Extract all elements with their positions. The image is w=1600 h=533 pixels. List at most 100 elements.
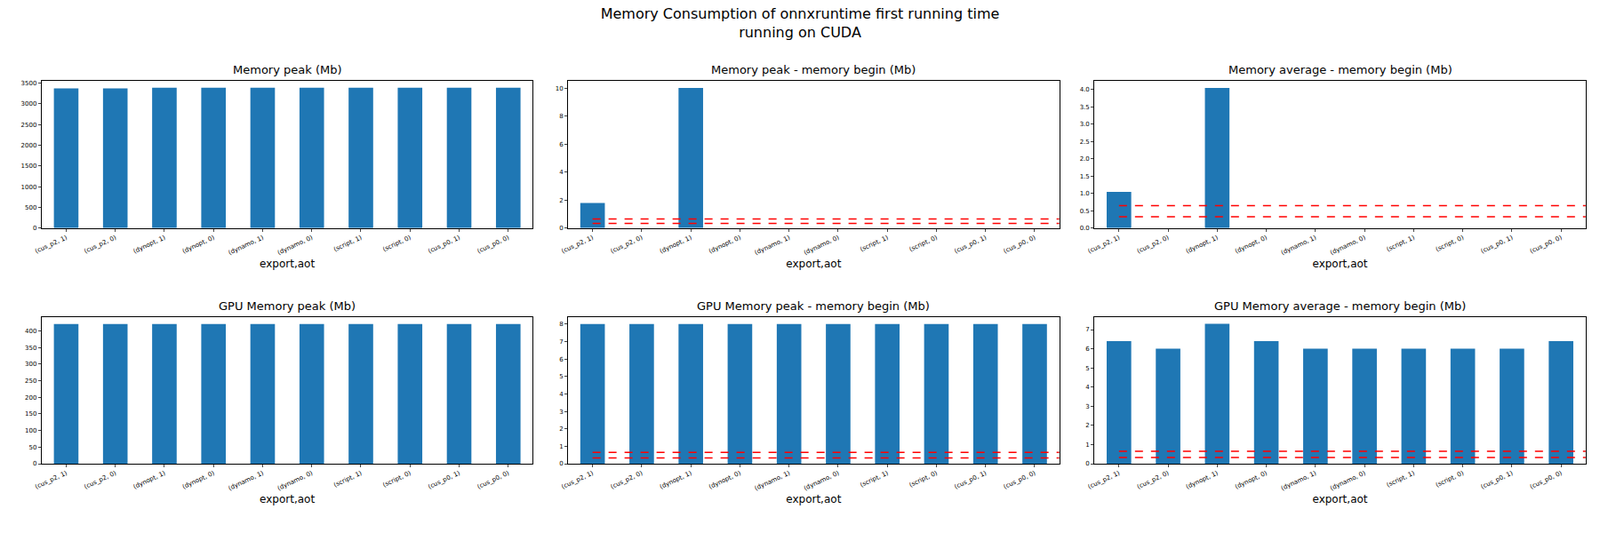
svg-text:(dynopt, 0): (dynopt, 0)	[1233, 233, 1269, 256]
svg-text:(cus_p2, 0): (cus_p2, 0)	[1136, 233, 1171, 256]
svg-text:(cus_p0, 1): (cus_p0, 1)	[1480, 470, 1515, 492]
svg-text:1500: 1500	[21, 162, 38, 170]
svg-text:0: 0	[559, 224, 563, 232]
svg-text:0.5: 0.5	[1080, 208, 1090, 216]
svg-text:50: 50	[28, 444, 37, 452]
svg-text:(dynamo, 0): (dynamo, 0)	[802, 470, 840, 493]
svg-text:(cus_p0, 1): (cus_p0, 1)	[426, 233, 462, 256]
svg-text:3500: 3500	[21, 80, 38, 88]
svg-text:(dynopt, 0): (dynopt, 0)	[1233, 470, 1269, 492]
svg-text:4: 4	[559, 168, 564, 176]
svg-text:(cus_p0, 0): (cus_p0, 0)	[476, 470, 512, 492]
svg-text:2000: 2000	[21, 142, 38, 150]
svg-text:0: 0	[559, 460, 563, 468]
svg-text:4: 4	[1085, 384, 1090, 392]
svg-text:export,aot: export,aot	[1312, 493, 1368, 506]
svg-text:(cus_p0, 0): (cus_p0, 0)	[1002, 233, 1038, 256]
svg-text:150: 150	[24, 410, 37, 418]
svg-text:250: 250	[24, 377, 37, 385]
svg-text:(dynamo, 1): (dynamo, 1)	[753, 470, 792, 493]
svg-text:(dynamo, 1): (dynamo, 1)	[227, 233, 265, 256]
svg-text:0: 0	[1085, 460, 1089, 468]
svg-text:(script, 1): (script, 1)	[858, 470, 889, 490]
svg-text:2: 2	[559, 197, 563, 205]
svg-text:(cus_p2, 1): (cus_p2, 1)	[1087, 470, 1122, 492]
svg-text:8: 8	[559, 320, 563, 328]
svg-text:(script, 1): (script, 1)	[1385, 233, 1416, 254]
svg-text:3.0: 3.0	[1080, 120, 1090, 128]
svg-text:GPU Memory peak (Mb): GPU Memory peak (Mb)	[218, 299, 356, 313]
svg-text:(script, 0): (script, 0)	[908, 470, 939, 490]
svg-text:2.5: 2.5	[1080, 138, 1090, 146]
svg-text:Memory peak (Mb): Memory peak (Mb)	[232, 63, 343, 77]
svg-text:(script, 0): (script, 0)	[1434, 233, 1465, 254]
svg-text:8: 8	[559, 112, 563, 120]
svg-text:2500: 2500	[21, 121, 38, 129]
svg-text:(dynamo, 1): (dynamo, 1)	[1280, 470, 1318, 493]
svg-text:export,aot: export,aot	[259, 493, 315, 506]
svg-text:(script, 1): (script, 1)	[332, 233, 363, 254]
svg-text:(dynamo, 0): (dynamo, 0)	[276, 470, 314, 493]
svg-text:GPU Memory average - memory be: GPU Memory average - memory begin (Mb)	[1214, 299, 1466, 313]
svg-text:(cus_p2, 0): (cus_p2, 0)	[83, 233, 119, 256]
svg-text:10: 10	[555, 85, 564, 93]
svg-text:(dynamo, 0): (dynamo, 0)	[802, 233, 840, 256]
svg-text:(dynopt, 1): (dynopt, 1)	[132, 470, 168, 492]
svg-text:(dynopt, 0): (dynopt, 0)	[707, 470, 743, 492]
svg-text:(dynamo, 1): (dynamo, 1)	[753, 233, 792, 256]
svg-text:2.0: 2.0	[1080, 155, 1090, 163]
svg-text:(dynopt, 1): (dynopt, 1)	[1184, 470, 1220, 492]
svg-text:7: 7	[559, 338, 563, 346]
svg-text:(dynopt, 0): (dynopt, 0)	[181, 470, 216, 492]
svg-text:(script, 1): (script, 1)	[858, 233, 889, 254]
svg-text:export,aot: export,aot	[785, 493, 841, 506]
svg-text:(cus_p2, 0): (cus_p2, 0)	[1136, 470, 1171, 492]
svg-text:2: 2	[1085, 422, 1089, 430]
svg-text:3: 3	[1085, 403, 1089, 411]
svg-text:(script, 0): (script, 0)	[908, 233, 939, 254]
svg-text:(cus_p2, 1): (cus_p2, 1)	[560, 233, 595, 256]
svg-text:0: 0	[32, 224, 37, 232]
svg-text:5: 5	[1085, 365, 1089, 373]
svg-text:GPU Memory peak - memory begin: GPU Memory peak - memory begin (Mb)	[696, 299, 930, 313]
svg-text:(cus_p0, 0): (cus_p0, 0)	[476, 233, 512, 256]
svg-text:6: 6	[1085, 345, 1090, 353]
svg-text:5: 5	[559, 373, 563, 381]
svg-text:(dynamo, 1): (dynamo, 1)	[227, 470, 265, 493]
svg-text:(cus_p0, 0): (cus_p0, 0)	[1528, 233, 1564, 256]
svg-text:(cus_p0, 1): (cus_p0, 1)	[953, 233, 989, 256]
svg-text:(script, 0): (script, 0)	[1434, 470, 1465, 490]
svg-text:(script, 1): (script, 1)	[1385, 470, 1416, 490]
svg-text:(cus_p0, 0): (cus_p0, 0)	[1002, 470, 1038, 492]
svg-text:3: 3	[559, 408, 563, 416]
svg-text:(cus_p2, 1): (cus_p2, 1)	[560, 470, 595, 492]
svg-text:100: 100	[24, 427, 37, 435]
svg-text:export,aot: export,aot	[259, 257, 315, 271]
svg-text:(dynamo, 0): (dynamo, 0)	[276, 233, 314, 256]
svg-text:6: 6	[559, 141, 564, 149]
svg-text:(cus_p2, 1): (cus_p2, 1)	[33, 233, 69, 256]
svg-text:(dynopt, 0): (dynopt, 0)	[181, 233, 216, 256]
svg-text:1.5: 1.5	[1080, 173, 1090, 181]
svg-text:300: 300	[24, 360, 37, 368]
svg-text:(dynopt, 1): (dynopt, 1)	[132, 233, 168, 256]
svg-text:500: 500	[24, 204, 37, 212]
svg-text:1.0: 1.0	[1080, 190, 1090, 198]
svg-text:(cus_p0, 1): (cus_p0, 1)	[1480, 233, 1515, 256]
svg-text:(script, 0): (script, 0)	[381, 470, 412, 490]
svg-text:1000: 1000	[21, 184, 38, 192]
svg-text:(dynopt, 1): (dynopt, 1)	[658, 470, 694, 492]
svg-text:export,aot: export,aot	[1312, 257, 1368, 271]
svg-text:6: 6	[559, 356, 564, 364]
svg-text:(script, 0): (script, 0)	[381, 233, 412, 254]
svg-text:(dynopt, 1): (dynopt, 1)	[1184, 233, 1220, 256]
svg-text:2: 2	[559, 425, 563, 433]
svg-text:Memory Consumption of onnxrunt: Memory Consumption of onnxruntime first …	[600, 5, 1000, 41]
svg-text:1: 1	[559, 443, 563, 451]
svg-text:3000: 3000	[21, 100, 38, 108]
svg-text:(cus_p2, 0): (cus_p2, 0)	[609, 233, 645, 256]
svg-text:(cus_p0, 1): (cus_p0, 1)	[426, 470, 462, 492]
svg-text:400: 400	[24, 328, 37, 336]
svg-text:Memory average - memory begin: Memory average - memory begin (Mb)	[1228, 63, 1453, 77]
svg-text:(dynamo, 0): (dynamo, 0)	[1328, 470, 1367, 493]
